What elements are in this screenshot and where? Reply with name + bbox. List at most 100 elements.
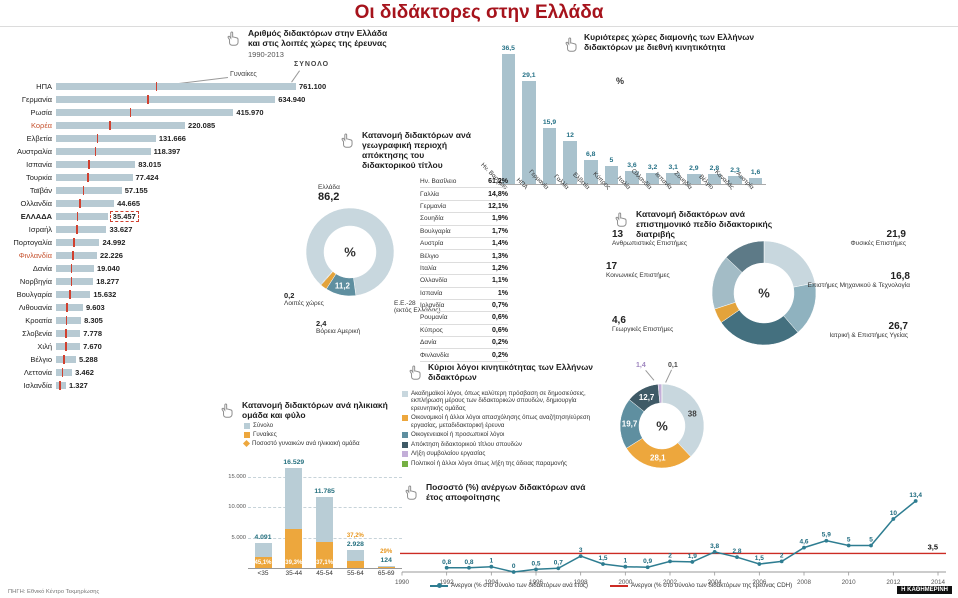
eu-row: Αυστρία 1,4%: [420, 238, 508, 251]
label: 28,1: [650, 454, 666, 463]
label: 2006: [752, 579, 767, 586]
bar: [748, 178, 763, 184]
total-value: 2.928: [346, 541, 364, 549]
label: 2004: [708, 579, 723, 586]
x-tick-label: 65-69: [377, 570, 395, 577]
legend-label: Λήξη συμβολαίου εργασίας: [411, 450, 486, 458]
legend-item: Γυναίκες: [244, 431, 360, 438]
country-label: ΗΠΑ: [36, 82, 52, 91]
bar: [666, 173, 680, 184]
country-share: 1,3%: [492, 252, 508, 260]
country-value: 9.603: [85, 303, 105, 312]
country-bar-area: 83.015: [56, 159, 161, 170]
eu-row: Ιταλία 1,2%: [420, 263, 508, 276]
women-share-tick: [76, 224, 78, 235]
unemployment-legend: Άνεργοι (% στο σύνολο των διδακτόρων ανά…: [430, 582, 792, 589]
label: 0,8: [464, 559, 473, 566]
women-bar: [316, 541, 334, 568]
chart-doctorate-region: Κατανομή διδακτόρων ανά γεωγραφική περιο…: [282, 128, 514, 363]
women-share-tick: [65, 341, 67, 352]
donut-svg: 38 28,1 19,7 12,7%: [619, 383, 705, 469]
data-point: [601, 562, 605, 566]
country-row: Ισλανδία 1.327: [6, 379, 358, 392]
country-bar-area: 19.040: [56, 263, 120, 274]
series-line: [446, 500, 917, 573]
pointer-hand-glyph: [221, 403, 233, 418]
total-bar: [56, 185, 122, 196]
unit-label: %: [616, 76, 625, 86]
label: 2: [780, 552, 784, 559]
total-value: 16.529: [283, 458, 305, 466]
slice-callout-humanities: 13 Ανθρωπιστικές Επιστήμες: [612, 229, 707, 247]
country-bar-area: 118.397: [56, 146, 180, 157]
country-value: 57.155: [124, 186, 148, 195]
chart-subtitle: 1990-2013: [248, 50, 284, 59]
country-value: 15.632: [93, 290, 117, 299]
total-bar: [56, 107, 234, 118]
women-share-tick: [82, 185, 85, 196]
total-bar: [56, 146, 151, 157]
country-value: 18.277: [96, 277, 120, 286]
bar: [707, 174, 722, 184]
country-value: 35.457: [109, 211, 139, 222]
pointer-hand-glyph: [409, 365, 421, 380]
mobility-donut: 38 28,1 19,7 12,7%: [610, 374, 714, 483]
country-row: Χιλή 7.670: [6, 340, 358, 353]
vbar-slot: 29,1 ΗΠΑ: [515, 48, 540, 191]
label: 2008: [797, 579, 812, 586]
total-bar: [56, 341, 81, 352]
slice-callout-social: 17 Κοινωνικές Επιστήμες: [606, 261, 701, 279]
women-share-tick: [59, 380, 61, 391]
data-point: [735, 555, 739, 560]
bar-value: 3,6: [627, 162, 637, 170]
vbar-slot: 2,8 Βέλγιο: [697, 48, 725, 191]
total-bar: [56, 302, 83, 313]
donut-slice: [661, 383, 705, 457]
donut-slice: [305, 207, 395, 296]
residence-bars: 36,5 Ην. Βασίλειο 29,1 ΗΠΑ 15,9 Γερμανία 12 Γαλ…: [479, 45, 766, 191]
women-pct: 39,3%: [285, 560, 303, 566]
country-label: ΕΛΛΑΔΑ: [20, 212, 52, 221]
country-value: 24.992: [102, 238, 126, 247]
page-title: Οι διδάκτορες στην Ελλάδα: [354, 2, 604, 23]
eu-row: Δανία 0,2%: [420, 337, 508, 350]
total-bar: [56, 380, 67, 391]
total-bar: [56, 172, 133, 183]
total-bar: [56, 81, 296, 92]
country-share: 1,1%: [492, 277, 508, 285]
country-bar-area: 24.992: [56, 237, 126, 248]
label: 0,7: [554, 559, 563, 566]
chart-title: Κύριοι λόγοι κινητικότητας των Ελλήνων δ…: [428, 362, 593, 383]
country-bar-area: 634.940: [56, 94, 306, 105]
total-value: 11.785: [314, 487, 335, 495]
vbar-slot: 1,6 Αυστρία: [735, 48, 766, 191]
country-value: 33.627: [109, 225, 133, 234]
vbar-slot: 3,2 Ολλανδία: [629, 48, 663, 191]
country-label: Ισπανία: [26, 160, 52, 169]
data-point: [467, 565, 471, 570]
label: 12,7: [639, 393, 655, 402]
country-label: Ταϊβάν: [29, 186, 52, 195]
women-bar: [285, 528, 303, 568]
country-bar-area: 8.305: [56, 315, 103, 326]
legend-swatch: [402, 460, 408, 467]
country-row: Κορέα 220.085: [6, 119, 358, 132]
vbar-slot: 5 Κύπρος: [591, 48, 622, 191]
label: %: [656, 419, 668, 434]
slice-label: Ανθρωπιστικές Επιστήμες: [612, 240, 688, 247]
legend-label: Άνεργοι (% στο σύνολο των διδακτόρων της…: [630, 582, 793, 589]
country-bar-area: 761.100: [56, 81, 326, 92]
country-bar-area: 33.627: [56, 224, 133, 235]
country-name: Δανία: [420, 339, 437, 347]
data-point: [913, 499, 918, 503]
label: 5: [869, 537, 873, 544]
country-row: Πορτογαλία 24.992: [6, 236, 358, 249]
data-point: [578, 554, 583, 558]
country-bar-area: 18.277: [56, 276, 120, 287]
legend-label: Ακαδημαϊκοί λόγοι, όπως καλύτερη πρόσβασ…: [411, 390, 586, 412]
country-value: 634.940: [278, 95, 306, 104]
bar: [522, 80, 536, 184]
total-bar: [56, 315, 82, 326]
legend-swatch: [402, 451, 408, 458]
legend-item: Οικογενειακοί ή προσωπικοί λόγοι: [402, 431, 608, 439]
